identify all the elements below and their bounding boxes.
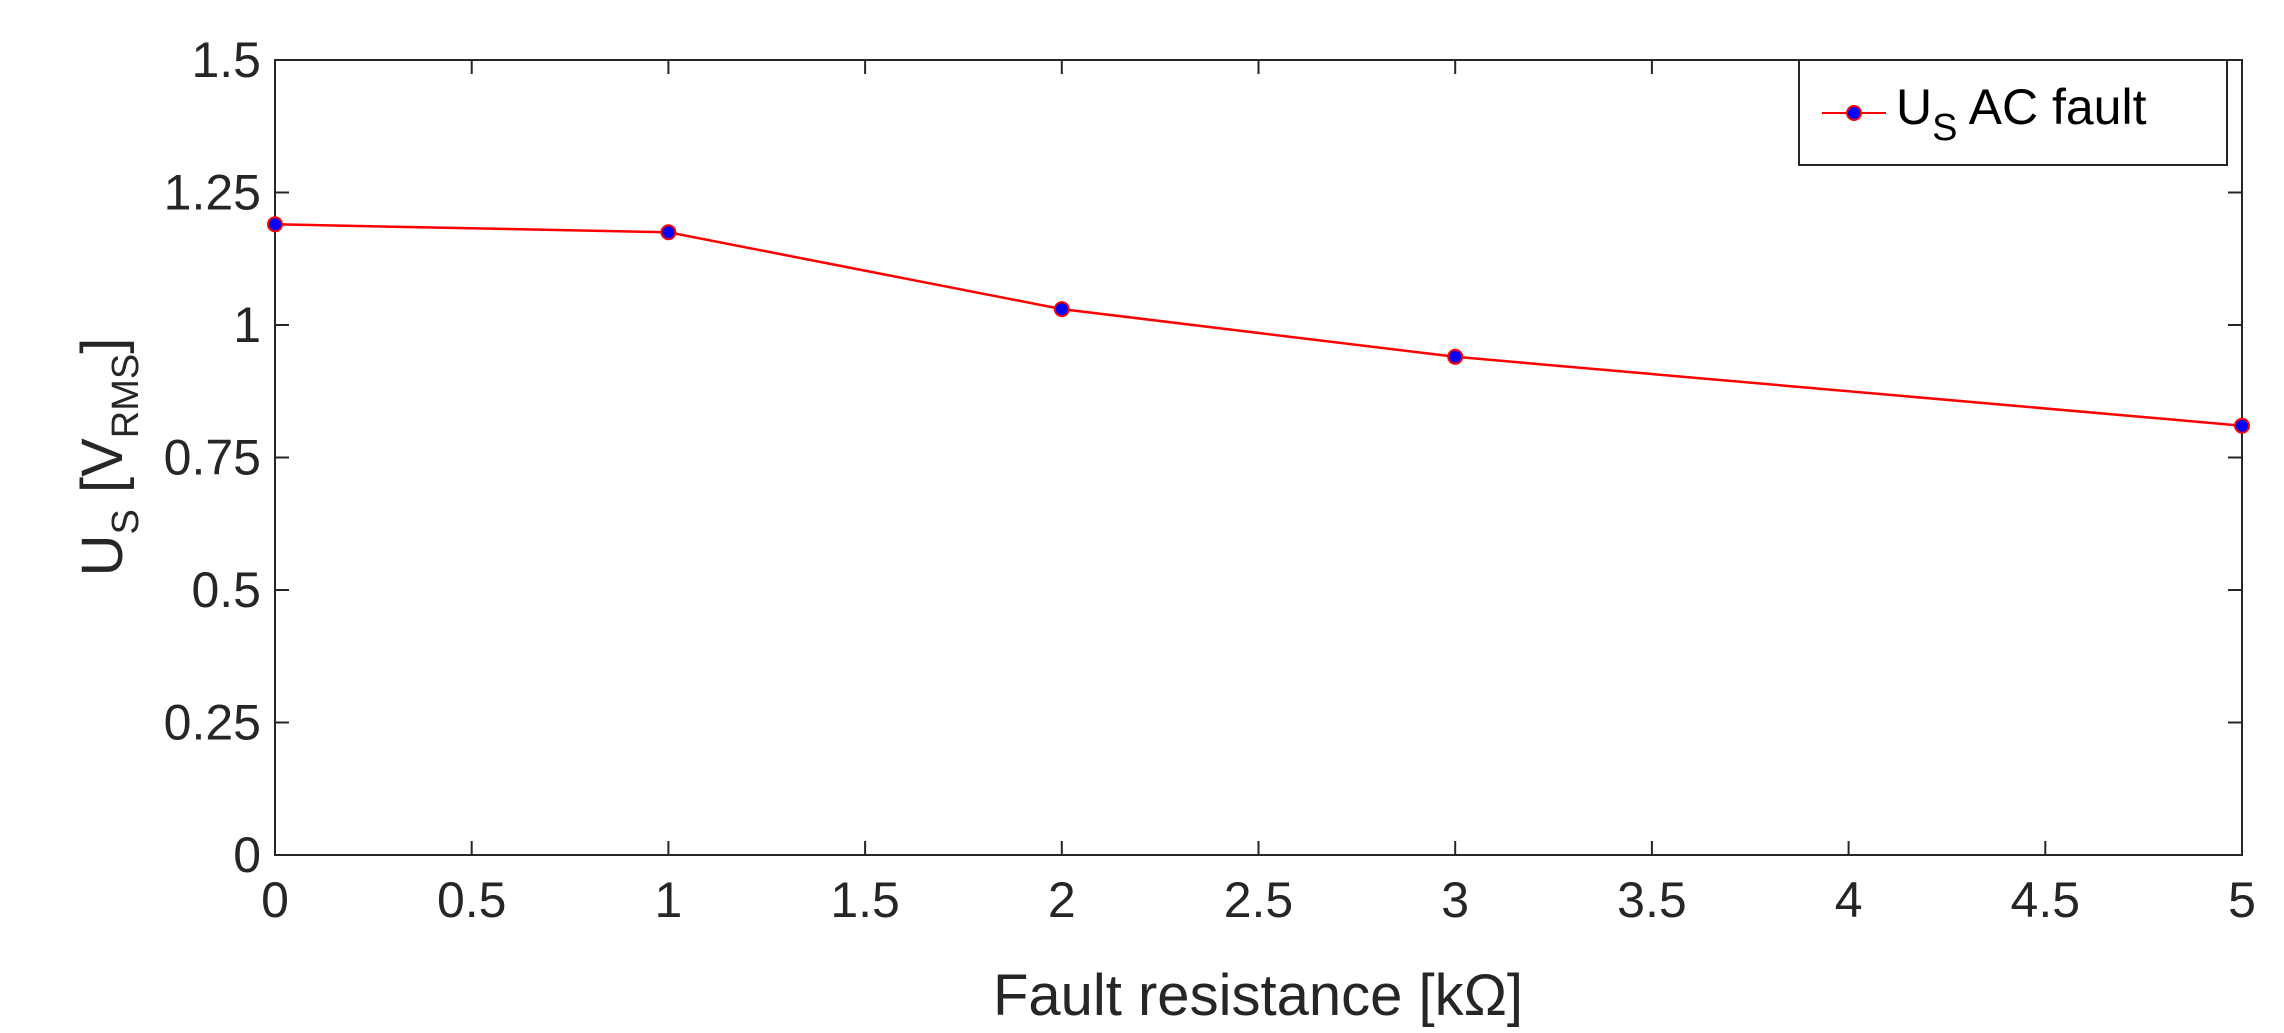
legend-marker-sample [1846,105,1862,121]
x-tick-label: 4 [1835,872,1863,928]
data-series [267,216,2250,434]
x-tick-label: 3.5 [1617,872,1687,928]
x-tick-label: 2 [1048,872,1076,928]
data-point [1053,301,1070,318]
y-axis-title-sub: S [105,509,147,534]
y-tick-label: 1.25 [164,165,261,221]
y-tick-label: 0 [233,827,261,883]
legend-entry: US AC fault [1896,79,2147,149]
x-tick-label: 1 [654,872,682,928]
x-tick-label: 4.5 [2011,872,2081,928]
x-tick-label: 1.5 [830,872,900,928]
legend-entry-rest: AC fault [1957,79,2146,135]
x-tick-label: 5 [2228,872,2256,928]
y-axis-title: US [VRMS] [70,338,147,577]
y-tick-label: 0.25 [164,695,261,751]
x-tick-label: 0.5 [437,872,507,928]
data-point [660,224,677,241]
y-axis-title-main: U [70,534,135,576]
plot-area-border [274,59,2243,856]
y-axis-title-bracket-close: ] [70,338,135,354]
legend-entry-sub: S [1932,107,1957,149]
y-axis-title-bracket-open: [V [70,438,135,509]
x-tick-label: 3 [1441,872,1469,928]
x-axis-title: Fault resistance [kΩ] [993,963,1523,1028]
y-tick-label: 1 [233,297,261,353]
data-point [2234,417,2250,434]
y-tick-label: 1.5 [191,32,261,88]
tick-labels: 0 0.5 1 1.5 2 2.5 3 3.5 4 4.5 5 0 0.25 0.5 0.75 1 1.25 1.… [164,32,2256,928]
data-point [267,216,283,233]
y-tick-label: 0.75 [164,430,261,486]
y-axis-title-unit-sub: RMS [105,354,147,438]
data-point [1447,348,1464,365]
legend: US AC fault [1798,59,2228,166]
y-tick-label: 0.5 [191,562,261,618]
x-tick-label: 2.5 [1224,872,1294,928]
legend-entry-main: U [1896,79,1932,135]
x-tick-label: 0 [261,872,289,928]
